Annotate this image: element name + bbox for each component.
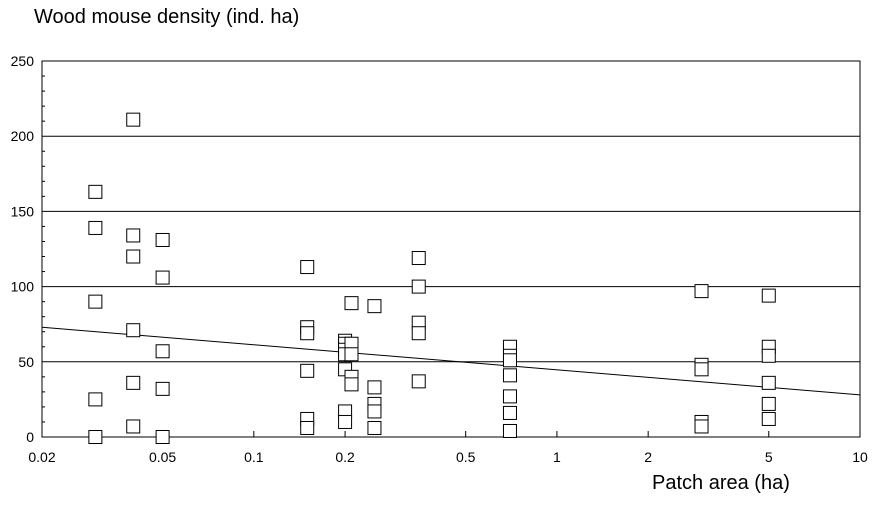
- x-tick-label: 2: [644, 449, 652, 465]
- data-point: [88, 294, 103, 309]
- data-point: [155, 430, 170, 444]
- x-axis-title: Patch area (ha): [652, 472, 790, 494]
- data-point: [761, 348, 776, 363]
- data-point: [338, 414, 353, 429]
- data-point: [88, 220, 103, 235]
- data-point: [155, 232, 170, 247]
- data-point: [300, 326, 315, 341]
- x-tick-label: 1: [553, 449, 561, 465]
- data-point: [761, 411, 776, 426]
- data-point: [761, 396, 776, 411]
- data-point: [88, 392, 103, 407]
- plot-frame: [41, 60, 861, 438]
- data-point: [126, 249, 141, 264]
- data-point: [502, 368, 517, 383]
- data-point: [344, 347, 359, 362]
- data-point: [367, 299, 382, 314]
- data-point: [155, 270, 170, 285]
- x-tick-label: 0.1: [244, 449, 264, 465]
- trend-line: [41, 326, 861, 396]
- data-point: [88, 430, 103, 444]
- data-point: [126, 112, 141, 127]
- data-point: [126, 323, 141, 338]
- data-point: [155, 381, 170, 396]
- y-tick-label: 50: [18, 354, 34, 370]
- data-point: [694, 284, 709, 299]
- x-tick-label: 0.5: [456, 449, 476, 465]
- y-tick-label: 100: [11, 279, 35, 295]
- data-point: [126, 228, 141, 243]
- y-tick-label: 250: [11, 53, 35, 69]
- x-tick-label: 5: [765, 449, 773, 465]
- data-point: [344, 296, 359, 311]
- data-point: [300, 363, 315, 378]
- x-tick-label: 0.2: [335, 449, 355, 465]
- data-point: [367, 420, 382, 435]
- data-point: [367, 404, 382, 419]
- data-point: [694, 419, 709, 434]
- data-point: [761, 375, 776, 390]
- data-point: [694, 362, 709, 377]
- data-point: [88, 184, 103, 199]
- data-point: [367, 380, 382, 395]
- data-point: [126, 419, 141, 434]
- y-tick-label: 0: [26, 429, 34, 445]
- data-point: [502, 389, 517, 404]
- data-point: [761, 288, 776, 303]
- x-tick-label: 10: [852, 449, 868, 465]
- data-point: [411, 374, 426, 389]
- x-tick-label: 0.05: [149, 449, 176, 465]
- data-point: [300, 260, 315, 275]
- data-point: [411, 251, 426, 266]
- data-point: [411, 326, 426, 341]
- data-point: [300, 420, 315, 435]
- y-axis-title: Wood mouse density (ind. ha): [34, 6, 300, 28]
- y-tick-label: 150: [11, 203, 35, 219]
- x-tick-label: 0.02: [28, 449, 55, 465]
- y-tick-label: 200: [11, 128, 35, 144]
- data-point: [344, 377, 359, 392]
- data-point: [502, 353, 517, 368]
- data-point: [411, 279, 426, 294]
- data-point: [502, 405, 517, 420]
- data-point: [155, 344, 170, 359]
- data-point: [126, 375, 141, 390]
- data-point: [502, 423, 517, 438]
